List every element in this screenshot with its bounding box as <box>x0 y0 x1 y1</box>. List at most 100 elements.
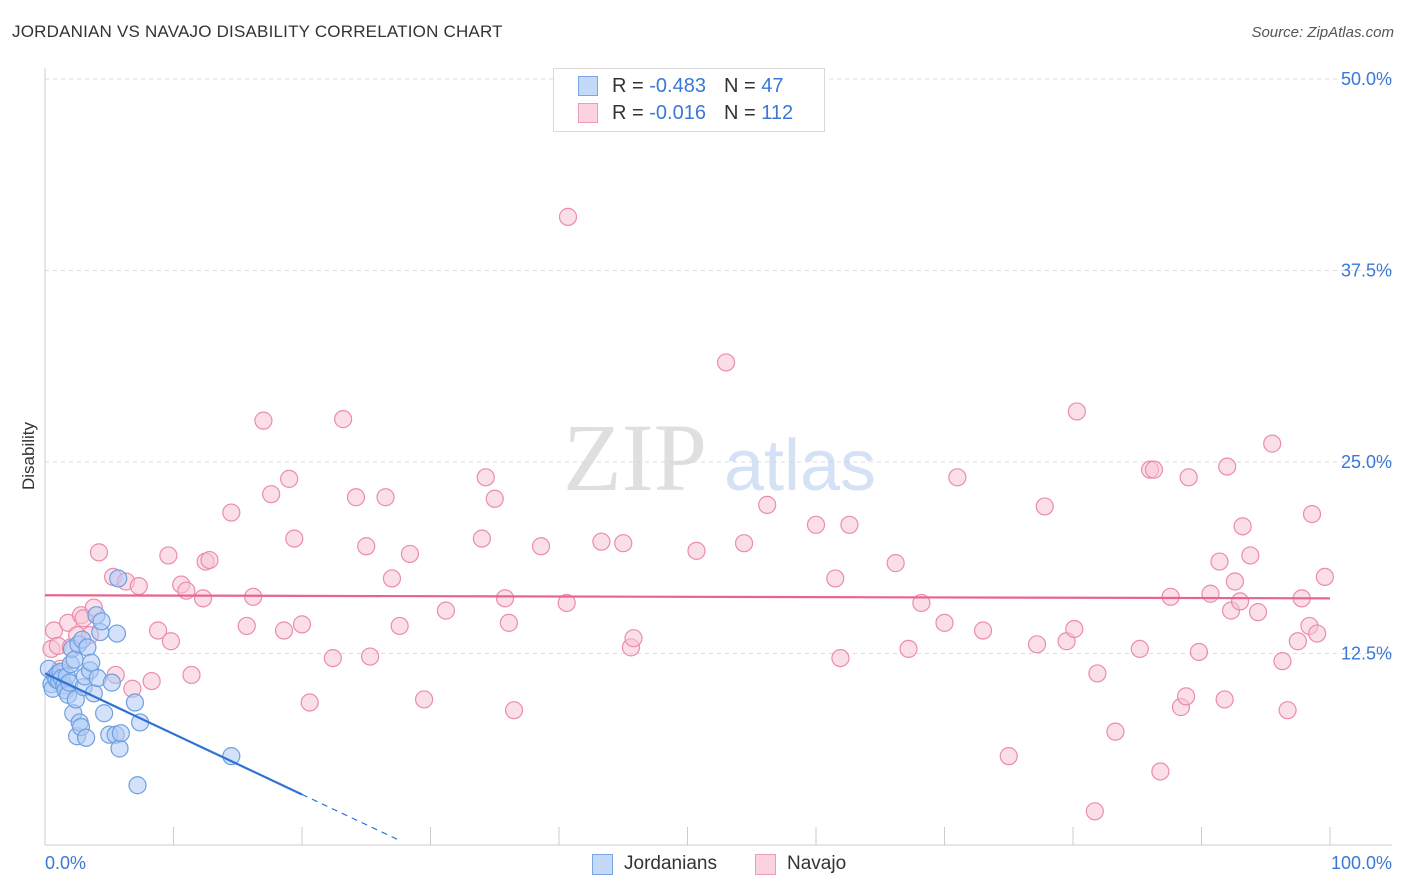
navajo-point <box>1210 552 1229 571</box>
navajo-point <box>1315 567 1334 587</box>
navajo-point <box>592 532 611 551</box>
navajo-point <box>1201 584 1220 603</box>
navajo-point <box>1085 802 1104 821</box>
navajo-point <box>1161 587 1180 606</box>
legend-n-value: 47 <box>761 74 784 97</box>
jordanians-point <box>128 776 147 795</box>
navajo-point <box>499 613 518 632</box>
legend-r-value: -0.016 <box>649 101 706 124</box>
navajo-point <box>1273 652 1292 671</box>
navajo-point <box>1233 517 1252 536</box>
legend-r-value: -0.483 <box>649 74 706 97</box>
navajo-point <box>400 544 420 564</box>
navajo-point <box>557 593 576 613</box>
navajo-point <box>390 616 409 636</box>
navajo-point <box>1176 687 1196 706</box>
navajo-point <box>285 529 304 548</box>
navajo-point <box>472 529 491 548</box>
navajo-point <box>159 546 178 565</box>
navajo-point <box>148 621 168 640</box>
navajo-point <box>193 589 213 608</box>
legend-row-jordanians: R = -0.483 N = 47 <box>578 75 783 97</box>
trend-lines <box>44 594 1331 841</box>
navajo-point <box>300 693 319 712</box>
x-tick-label: 100.0% <box>1331 853 1392 873</box>
navajo-point <box>274 621 294 640</box>
navajo-point <box>334 410 353 429</box>
navajo-point <box>182 665 201 685</box>
navajo-point <box>346 488 366 507</box>
axis-labels: 12.5% 25.0% 37.5% 50.0% 0.0% 100.0% Disability <box>19 69 1392 873</box>
navajo-point <box>495 589 515 608</box>
navajo-point <box>912 593 931 613</box>
navajo-point <box>1179 468 1198 487</box>
navajo-point <box>734 534 754 553</box>
navajo-point <box>142 671 161 691</box>
navajo-point <box>1248 603 1268 622</box>
navajo-point <box>1302 504 1322 524</box>
navajo-point <box>840 515 859 534</box>
jordanians-trend-line <box>44 672 303 796</box>
navajo-point <box>1263 434 1282 453</box>
legend-r-label: R = <box>612 101 644 124</box>
navajo-point <box>886 554 905 573</box>
navajo-point <box>414 690 434 709</box>
jordanians-point <box>92 612 111 631</box>
watermark-atlas: atlas <box>724 426 876 506</box>
navajo-point <box>129 576 148 596</box>
navajo-point <box>1067 402 1086 421</box>
navajo-point <box>1035 497 1054 516</box>
axes <box>44 68 1392 846</box>
legend-label-navajo: Navajo <box>787 853 847 874</box>
navajo-point <box>357 537 376 556</box>
navajo-point <box>237 616 256 636</box>
jordanians-point <box>65 650 84 669</box>
watermark-zip: ZIP <box>563 404 707 511</box>
y-tick-label: 12.5% <box>1341 644 1392 664</box>
source-label: Source: ZipAtlas.com <box>1251 24 1394 41</box>
jordanians-point <box>110 739 129 758</box>
y-tick-label: 25.0% <box>1341 452 1392 472</box>
navajo-point <box>716 353 736 372</box>
jordanians-point <box>107 624 127 643</box>
watermark: ZIP atlas <box>563 404 876 511</box>
legend-r-label: R = <box>612 74 644 97</box>
navajo-point <box>1189 642 1209 662</box>
navajo-point <box>614 534 633 553</box>
navajo-point <box>200 550 219 570</box>
navajo-point <box>899 639 918 659</box>
navajo-point <box>1230 592 1250 611</box>
navajo-point <box>624 629 643 648</box>
legend-n-label: N = <box>723 101 756 124</box>
jordanians-point <box>95 704 114 723</box>
navajo-point <box>323 648 342 668</box>
navajo-point <box>476 468 495 487</box>
series-legend-jordanians: Jordanians <box>592 852 717 876</box>
navajo-point <box>161 632 181 651</box>
series-legend-navajo: Navajo <box>755 852 846 876</box>
navajo-point <box>1065 619 1084 639</box>
navajo-point <box>1278 701 1297 720</box>
jordanians-point <box>82 653 101 672</box>
navajo-point <box>758 495 777 514</box>
jordanians-point <box>77 728 96 747</box>
navajo-point <box>948 468 967 487</box>
chart-title: JORDANIAN VS NAVAJO DISABILITY CORRELATI… <box>12 22 503 41</box>
navajo-point <box>382 569 402 588</box>
jordanians-point <box>109 569 128 588</box>
navajo-point <box>973 621 993 640</box>
jordanians-point <box>102 673 121 692</box>
legend-swatch-navajo <box>755 853 776 875</box>
jordanians-trend-extension <box>301 793 399 841</box>
x-tick-label: 0.0% <box>45 853 86 873</box>
navajo-point <box>1106 722 1125 741</box>
y-tick-label: 37.5% <box>1341 261 1392 281</box>
navajo-point <box>999 747 1018 766</box>
navajo-point <box>1218 457 1237 476</box>
navajo-point <box>280 469 299 488</box>
navajo-point <box>254 411 273 430</box>
navajo-trend-line <box>44 594 1331 600</box>
legend-row-navajo: R = -0.016 N = 112 <box>578 102 793 124</box>
legend-n-label: N = <box>723 74 756 97</box>
